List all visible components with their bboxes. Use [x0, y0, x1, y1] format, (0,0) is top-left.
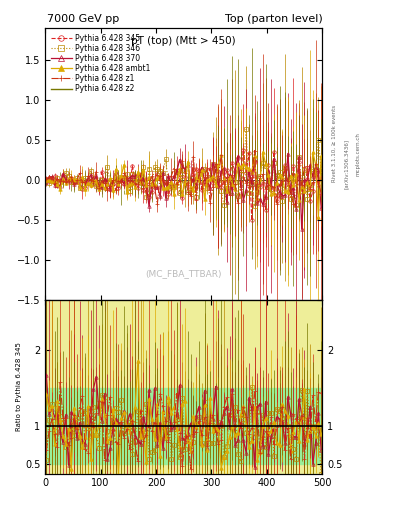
Text: [arXiv:1306.3436]: [arXiv:1306.3436]: [344, 139, 349, 189]
Y-axis label: Ratio to Pythia 6.428 345: Ratio to Pythia 6.428 345: [16, 343, 22, 432]
Text: Rivet 3.1.10, ≥ 100k events: Rivet 3.1.10, ≥ 100k events: [332, 105, 337, 182]
Bar: [45, 301, 322, 474]
Text: Top (parton level): Top (parton level): [224, 14, 322, 25]
Legend: Pythia 6.428 345, Pythia 6.428 346, Pythia 6.428 370, Pythia 6.428 ambt1, Pythia: Pythia 6.428 345, Pythia 6.428 346, Pyth…: [49, 32, 152, 95]
Bar: [45, 388, 322, 464]
Text: mcplots.cern.ch: mcplots.cern.ch: [356, 132, 361, 176]
Text: 7000 GeV pp: 7000 GeV pp: [47, 14, 119, 25]
Text: pT (top) (Mtt > 450): pT (top) (Mtt > 450): [131, 36, 236, 46]
Text: (MC_FBA_TTBAR): (MC_FBA_TTBAR): [145, 270, 222, 279]
